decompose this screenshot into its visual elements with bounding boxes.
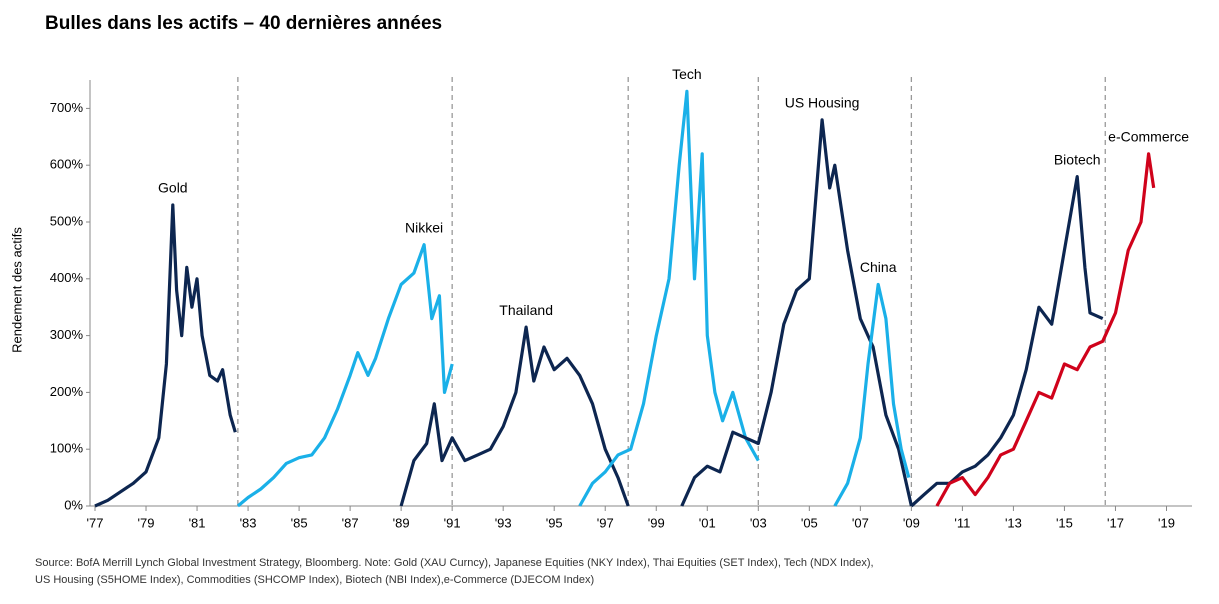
series-label: Nikkei bbox=[405, 219, 443, 235]
source-note: US Housing (S5HOME Index), Commodities (… bbox=[35, 574, 594, 586]
x-tick-label: '05 bbox=[801, 515, 818, 530]
x-tick-label: '81 bbox=[189, 515, 206, 530]
series-label: China bbox=[860, 259, 897, 275]
x-tick-label: '87 bbox=[342, 515, 359, 530]
series-line bbox=[680, 118, 913, 507]
x-tick-label: '95 bbox=[546, 515, 563, 530]
x-tick-label: '97 bbox=[597, 515, 614, 530]
y-axis-label: Rendement des actifs bbox=[9, 227, 24, 353]
series-label: US Housing bbox=[785, 94, 860, 110]
series-line bbox=[578, 89, 760, 507]
series-line bbox=[833, 282, 911, 507]
x-tick-label: '93 bbox=[495, 515, 512, 530]
x-tick-label: '79 bbox=[138, 515, 155, 530]
x-tick-label: '19 bbox=[1158, 515, 1175, 530]
x-tick-label: '99 bbox=[648, 515, 665, 530]
x-tick-label: '01 bbox=[699, 515, 716, 530]
x-tick-label: '17 bbox=[1107, 515, 1124, 530]
y-tick-label: 300% bbox=[50, 327, 84, 342]
y-tick-label: 100% bbox=[50, 441, 84, 456]
x-tick-label: '03 bbox=[750, 515, 767, 530]
x-tick-label: '91 bbox=[444, 515, 461, 530]
series-label: Gold bbox=[158, 180, 188, 196]
x-tick-label: '85 bbox=[291, 515, 308, 530]
chart-title: Bulles dans les actifs – 40 dernières an… bbox=[45, 13, 442, 34]
series-label: Biotech bbox=[1054, 151, 1101, 167]
series-line bbox=[399, 325, 630, 507]
y-tick-label: 500% bbox=[50, 213, 84, 228]
x-tick-label: '11 bbox=[954, 515, 970, 530]
y-tick-label: 400% bbox=[50, 270, 84, 285]
x-tick-label: '15 bbox=[1056, 515, 1073, 530]
x-tick-label: '77 bbox=[87, 515, 104, 530]
source-note: Source: BofA Merrill Lynch Global Invest… bbox=[35, 557, 874, 569]
y-tick-label: 0% bbox=[64, 497, 83, 512]
series-label: Thailand bbox=[499, 302, 553, 318]
x-tick-label: '09 bbox=[903, 515, 920, 530]
series-label: Tech bbox=[672, 66, 702, 82]
series-line bbox=[236, 243, 454, 508]
x-tick-label: '07 bbox=[852, 515, 869, 530]
y-tick-label: 700% bbox=[50, 100, 84, 115]
x-tick-label: '89 bbox=[393, 515, 410, 530]
y-tick-label: 200% bbox=[50, 384, 84, 399]
series-line bbox=[94, 203, 237, 508]
series-label: e-Commerce bbox=[1108, 129, 1189, 145]
x-tick-label: '13 bbox=[1005, 515, 1022, 530]
series-line bbox=[935, 152, 1156, 507]
series-line bbox=[910, 175, 1104, 508]
x-tick-label: '83 bbox=[240, 515, 257, 530]
y-tick-label: 600% bbox=[50, 157, 84, 172]
